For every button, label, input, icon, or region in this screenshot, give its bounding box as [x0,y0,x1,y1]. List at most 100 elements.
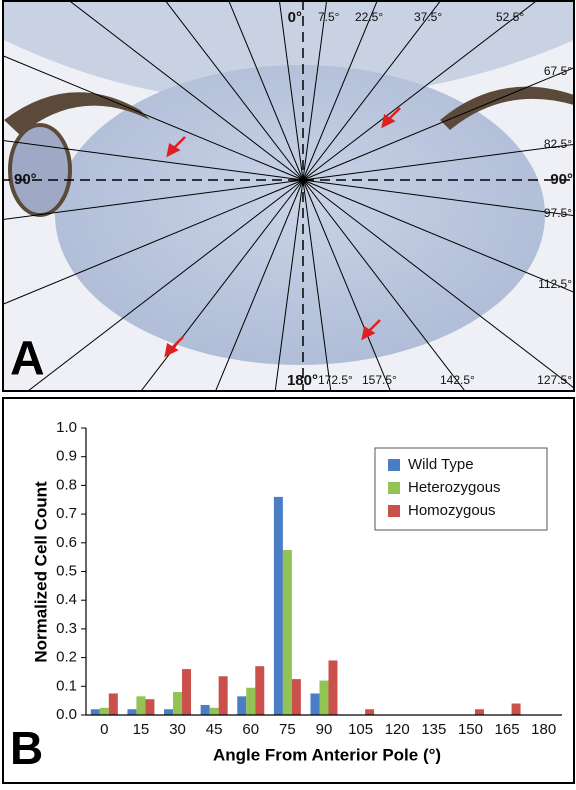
ray [302,179,574,217]
ray [279,2,304,181]
panel-border [2,0,575,392]
ray [274,179,304,390]
x-tick-label: 135 [421,721,446,738]
ray [4,55,304,181]
ray [302,143,574,181]
y-tick-label: 0.0 [56,706,77,723]
x-tick-label: 90 [316,721,333,738]
angle-label: 112.5° [538,277,572,291]
y-tick-label: 0.7 [56,505,77,522]
ray [302,67,574,181]
ray [141,179,304,390]
bar [209,707,219,715]
x-axis-label: Angle From Anterior Pole (°) [213,745,441,764]
y-tick-label: 1.0 [56,419,77,436]
ray [70,2,304,181]
angle-label: 157.5° [362,373,397,387]
ray [302,179,332,390]
bar [218,676,228,715]
bar [164,709,174,715]
y-tick-label: 0.4 [56,591,77,608]
bar [108,693,118,715]
ray [302,2,378,181]
legend-swatch [388,482,400,494]
ray [302,179,574,293]
x-tick-label: 0 [100,721,108,738]
bar [310,693,320,715]
bar [246,687,256,715]
bar [182,669,192,715]
ray [302,179,465,390]
angle-label: 22.5° [355,10,383,24]
y-tick-label: 0.8 [56,476,77,493]
y-tick-label: 0.5 [56,562,77,579]
ray [302,179,391,390]
y-tick-label: 0.1 [56,677,77,694]
angle-label: 67.5° [544,64,572,78]
ray [4,179,304,220]
panel-label: A [10,333,45,386]
y-tick-label: 0.9 [56,448,77,465]
angle-label: 7.5° [318,10,340,24]
angle-label: 142.5° [440,373,475,387]
x-tick-label: 15 [133,721,150,738]
ray [4,140,304,181]
ray [228,2,304,181]
bar [99,707,109,715]
legend [374,447,548,531]
legend-swatch [388,505,400,517]
y-tick-label: 0.3 [56,620,77,637]
legend-swatch [388,459,400,471]
x-tick-label: 30 [169,721,186,738]
angle-label: 52.5° [496,10,524,24]
bar [273,496,283,715]
x-tick-label: 165 [495,721,520,738]
bar [328,660,338,715]
angle-label: 0° [288,9,302,26]
x-tick-label: 150 [458,721,483,738]
bar [136,696,146,715]
legend-label: Wild Type [408,456,474,473]
ray [302,2,536,181]
angle-label: 172.5° [318,373,353,387]
legend-label: Homozygous [408,502,496,519]
x-tick-label: 75 [279,721,296,738]
x-tick-label: 180 [531,721,556,738]
bar [282,549,292,715]
angle-label: 90° [550,171,573,188]
bar [200,704,210,715]
ray [165,2,304,181]
bar [127,709,137,715]
y-tick-label: 0.6 [56,534,77,551]
bar [474,709,484,715]
ray [28,179,304,390]
ray [215,179,304,390]
panel-label: B [10,722,43,774]
bar [511,703,521,715]
bar [365,709,375,715]
angle-label: 37.5° [414,10,442,24]
ray [302,2,441,181]
angle-label: 180° [287,372,318,389]
bar [237,696,247,715]
bar [255,666,265,715]
bar [173,692,183,715]
y-axis-label: Normalized Cell Count [31,481,50,663]
bar [90,709,100,715]
x-tick-label: 105 [348,721,373,738]
angle-label: 127.5° [537,373,572,387]
plot: 0.0 0.1 0.2 0.3 0.4 0.5 0.6 0.7 0.8 0.9 1.0 0 15 30 45… [56,419,562,738]
ray [302,2,327,181]
angle-label: 97.5° [544,206,572,220]
x-tick-label: 60 [242,721,259,738]
bar [291,679,301,715]
ray [302,179,574,389]
bar [319,680,329,715]
angle-label: 90° [14,171,37,188]
angle-label: 82.5° [544,137,572,151]
y-tick-label: 0.2 [56,649,77,666]
bar [145,699,155,715]
ray [4,179,304,305]
x-tick-label: 120 [385,721,410,738]
